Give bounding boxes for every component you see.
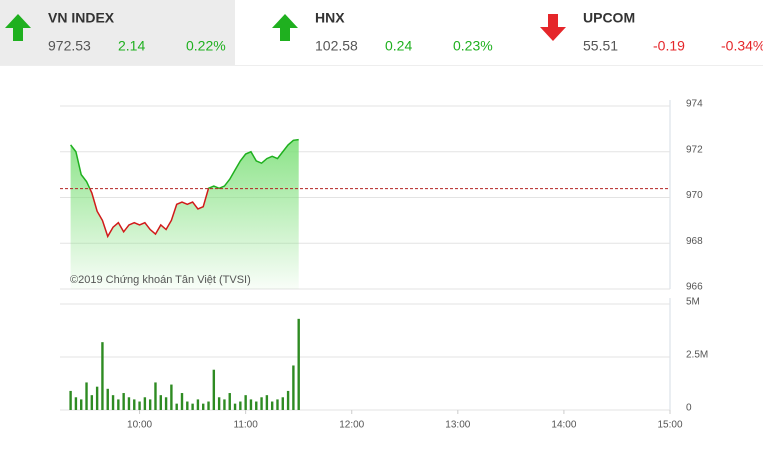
index-percent: 0.23% xyxy=(453,38,493,54)
volume-bar xyxy=(281,397,284,410)
index-name[interactable]: UPCOM xyxy=(583,10,635,26)
index-name[interactable]: VN INDEX xyxy=(48,10,115,26)
volume-bar xyxy=(202,403,205,410)
volume-bar xyxy=(175,403,178,410)
volume-bar xyxy=(133,399,136,410)
index-name[interactable]: HNX xyxy=(315,10,345,26)
y-tick-label: 5M xyxy=(686,297,700,308)
volume-bar xyxy=(95,386,99,410)
volume-bar xyxy=(127,397,131,410)
volume-bar xyxy=(191,403,194,410)
volume-bar xyxy=(101,342,104,410)
y-tick-label: 974 xyxy=(686,99,703,110)
y-tick-label: 970 xyxy=(686,190,703,201)
volume-bar xyxy=(292,365,295,410)
volume-bar xyxy=(239,401,242,410)
volume-bar xyxy=(143,397,147,410)
volume-bar xyxy=(255,401,258,410)
volume-bar xyxy=(180,393,184,410)
index-value: 972.53 xyxy=(48,38,91,54)
volume-bar xyxy=(212,369,216,410)
volume-bar xyxy=(164,397,168,410)
index-change: 2.14 xyxy=(118,38,145,54)
volume-bar xyxy=(186,401,189,410)
volume-bar xyxy=(217,397,221,410)
active-tab-bg xyxy=(0,0,235,65)
volume-bar xyxy=(244,395,247,410)
index-value: 102.58 xyxy=(315,38,358,54)
volume-bar xyxy=(265,395,269,410)
x-tick-label: 10:00 xyxy=(127,420,152,431)
volume-bar xyxy=(233,403,237,410)
volume-bar xyxy=(106,388,109,410)
volume-bar xyxy=(138,401,141,410)
volume-bar xyxy=(223,399,226,410)
volume-bar xyxy=(260,397,263,410)
volume-bar xyxy=(85,382,88,410)
volume-bar xyxy=(122,393,125,410)
x-tick-label: 14:00 xyxy=(551,420,576,431)
volume-bar xyxy=(90,395,94,410)
y-tick-label: 966 xyxy=(686,282,703,293)
y-tick-label: 968 xyxy=(686,236,703,247)
volume-bar xyxy=(148,399,152,410)
volume-bar xyxy=(276,399,279,410)
volume-bar xyxy=(159,395,162,410)
index-percent: 0.22% xyxy=(186,38,226,54)
price-line xyxy=(70,138,299,239)
x-tick-label: 12:00 xyxy=(339,420,364,431)
volume-bar xyxy=(270,401,274,410)
volume-bar xyxy=(297,318,300,410)
volume-bar xyxy=(228,393,231,410)
volume-bar xyxy=(74,397,78,410)
y-tick-label: 2.5M xyxy=(686,350,708,361)
trend-arrow[interactable] xyxy=(5,14,31,41)
volume-bar xyxy=(69,390,72,410)
x-tick-label: 13:00 xyxy=(445,420,470,431)
trend-arrow[interactable] xyxy=(540,14,566,41)
volume-bar xyxy=(154,382,157,410)
y-tick-label: 972 xyxy=(686,144,703,155)
watermark: ©2019 Chứng khoán Tân Việt (TVSI) xyxy=(70,274,251,286)
x-tick-label: 11:00 xyxy=(234,420,259,431)
index-change: -0.19 xyxy=(653,38,685,54)
volume-bar xyxy=(196,399,200,410)
volume-bar xyxy=(286,390,290,410)
index-percent: -0.34% xyxy=(721,38,763,54)
index-value: 55.51 xyxy=(583,38,618,54)
index-change: 0.24 xyxy=(385,38,412,54)
volume-bar xyxy=(170,384,173,410)
trend-arrow[interactable] xyxy=(272,14,298,41)
volume-bar xyxy=(249,399,253,410)
volume-bar xyxy=(80,399,83,410)
price-area xyxy=(70,139,299,289)
y-tick-label: 0 xyxy=(686,403,692,414)
volume-bar xyxy=(207,401,210,410)
volume-bar xyxy=(117,399,120,410)
x-tick-label: 15:00 xyxy=(657,420,682,431)
volume-bar xyxy=(111,395,115,410)
